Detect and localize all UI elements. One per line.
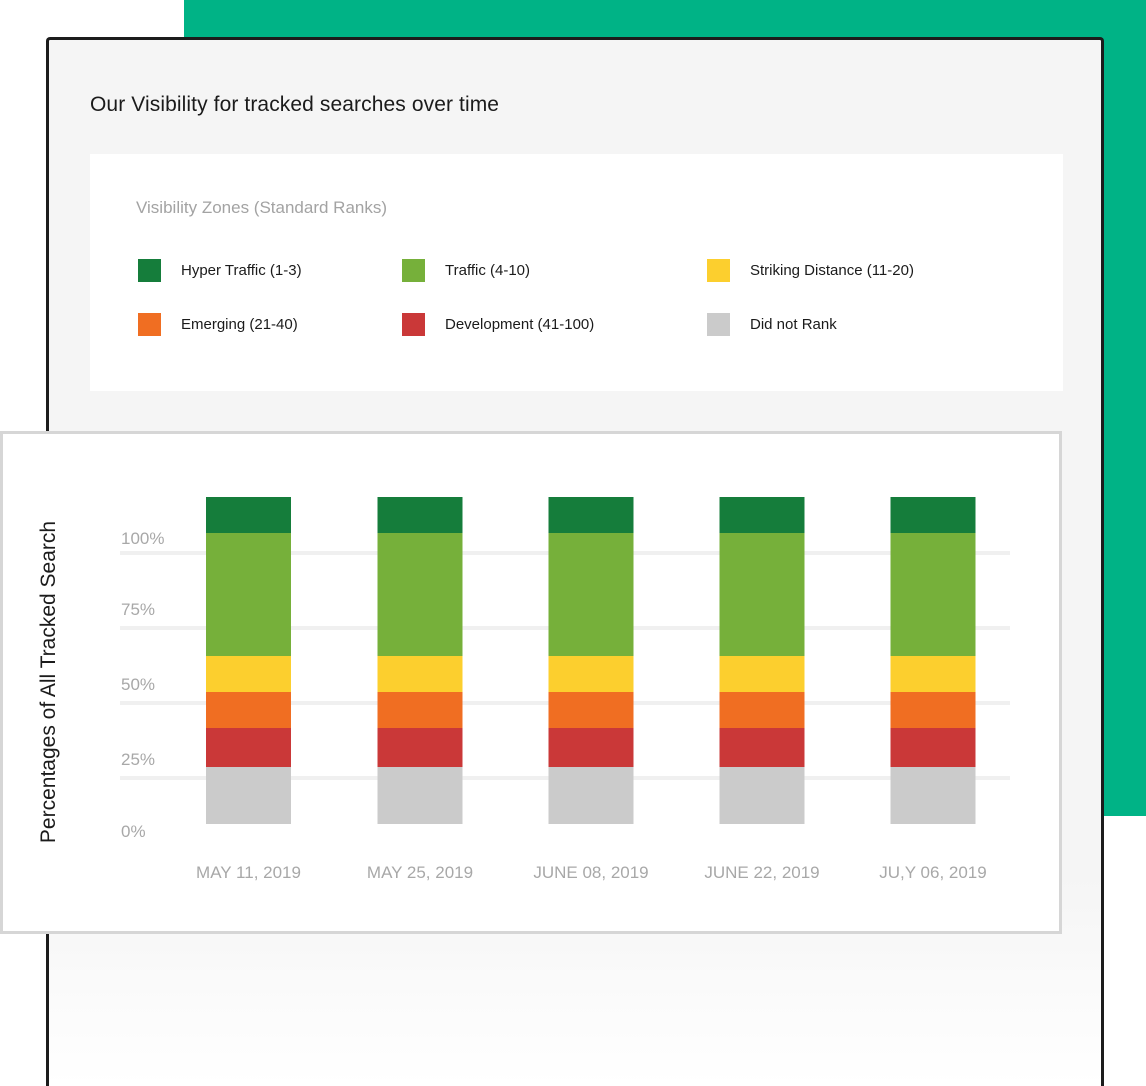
bar-segment [377, 656, 463, 692]
legend-item-striking-distance: Striking Distance (11-20) [707, 259, 914, 282]
bar-segment [206, 533, 291, 656]
bar-segment [548, 656, 634, 692]
bar-segment [890, 497, 976, 533]
legend-panel: Visibility Zones (Standard Ranks) Hyper … [90, 154, 1063, 391]
bar-segment [719, 692, 805, 728]
legend-label: Hyper Traffic (1-3) [181, 262, 302, 279]
bar-segment [206, 767, 291, 824]
bar-segment [548, 497, 634, 533]
legend-swatch [138, 313, 161, 336]
bar-segment [548, 767, 634, 824]
bar-segment [890, 728, 976, 767]
legend-label: Development (41-100) [445, 316, 595, 333]
x-tick-label: JUNE 22, 2019 [704, 863, 819, 882]
y-tick-label: 0% [121, 822, 146, 841]
legend-label: Emerging (21-40) [181, 316, 298, 333]
legend-heading: Visibility Zones (Standard Ranks) [136, 198, 388, 217]
card-title: Our Visibility for tracked searches over… [90, 93, 500, 116]
bar-segment [377, 497, 463, 533]
bar-segment [206, 497, 291, 533]
bar-segment [377, 692, 463, 728]
x-tick-label: JUNE 08, 2019 [533, 863, 648, 882]
bar-segment [377, 767, 463, 824]
bar-segment [890, 656, 976, 692]
legend-swatch [402, 313, 425, 336]
bar-segment [890, 692, 976, 728]
bar-segment [548, 533, 634, 656]
bar-segment [206, 728, 291, 767]
x-tick-label: JU,Y 06, 2019 [879, 863, 986, 882]
legend-swatch [138, 259, 161, 282]
legend-label: Striking Distance (11-20) [750, 262, 914, 279]
legend-item-did-not-rank: Did not Rank [707, 313, 837, 336]
legend-swatch [402, 259, 425, 282]
bar-segment [719, 767, 805, 824]
chart-panel [0, 431, 1062, 934]
legend-item-development: Development (41-100) [402, 313, 594, 336]
legend-label: Did not Rank [750, 316, 837, 333]
bar-segment [548, 692, 634, 728]
x-tick-label: MAY 25, 2019 [367, 863, 473, 882]
bar-segment [206, 692, 291, 728]
bar-segment [890, 767, 976, 824]
bar-segment [719, 533, 805, 656]
bar-segment [206, 656, 291, 692]
bar-segment [719, 656, 805, 692]
legend-swatch [707, 259, 730, 282]
y-tick-label: 75% [121, 600, 155, 619]
bar-segment [890, 533, 976, 656]
legend-swatch [707, 313, 730, 336]
y-tick-label: 100% [121, 529, 164, 548]
bar-segment [719, 497, 805, 533]
y-tick-label: 50% [121, 675, 155, 694]
legend-label: Traffic (4-10) [445, 262, 531, 279]
legend-item-traffic: Traffic (4-10) [402, 259, 530, 282]
y-tick-label: 25% [121, 750, 155, 769]
bar-segment [377, 728, 463, 767]
x-tick-label: MAY 11, 2019 [196, 863, 301, 882]
bar-segment [548, 728, 634, 767]
legend-item-hyper-traffic: Hyper Traffic (1-3) [138, 259, 302, 282]
legend-item-emerging: Emerging (21-40) [138, 313, 298, 336]
bar-segment [719, 728, 805, 767]
bar-segment [377, 533, 463, 656]
